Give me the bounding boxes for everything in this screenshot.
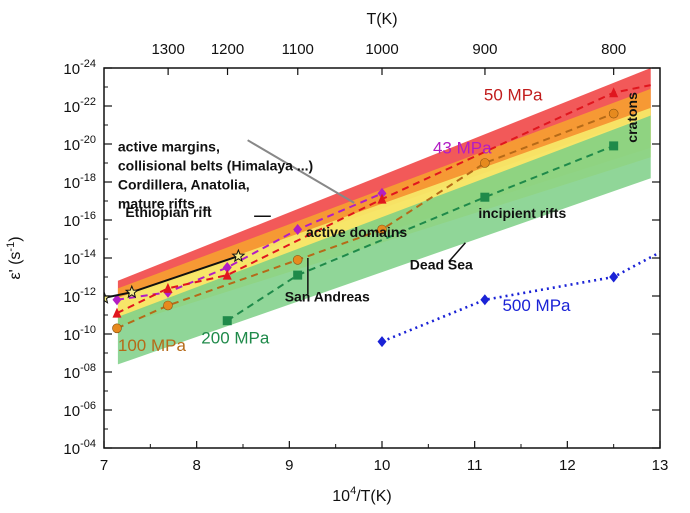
series-point-50-mpa (163, 282, 173, 293)
series-point-43-mpa (112, 294, 122, 306)
annotation-ethiopian-rift: Ethiopian rift (125, 204, 212, 220)
annotation-50-mpa: 50 MPa (484, 85, 543, 104)
note-line: active margins, (118, 139, 220, 155)
y-axis-title: ε' (s-1) (5, 236, 24, 279)
annotation-500-mpa: 500 MPa (502, 296, 571, 315)
annotation-dead-sea: Dead Sea (410, 256, 473, 272)
series-point-100-mpa (163, 300, 173, 311)
annotation-43-mpa: 43 MPa (433, 139, 492, 158)
x-tick-label: 8 (192, 457, 200, 474)
series-point-100-mpa (608, 108, 619, 119)
series-point-43-mpa (293, 224, 303, 235)
axes: 7 8 9 10 11 12 13 1300 1200 1100 1000 900 800 T(K) 10-… (5, 11, 668, 505)
series-point-43-mpa (222, 262, 232, 273)
annotation-incipient-rifts: incipient rifts (478, 205, 566, 221)
y-tick-label: 10-08 (63, 362, 96, 382)
y-tick-label: 10-16 (63, 210, 96, 230)
y-tick-label: 10-14 (63, 248, 96, 268)
series-point-50-mpa (112, 307, 122, 318)
y-tick-label: 10-20 (63, 134, 96, 154)
series-point-200-mpa (222, 316, 232, 326)
series-point-100-mpa (377, 224, 387, 235)
series-point-500-mpa (480, 294, 490, 306)
x-tick-label: 7 (100, 457, 108, 474)
y-tick-label: 10-12 (63, 286, 96, 306)
note-line: mature rifts ... (118, 196, 211, 212)
top-tick-label: 900 (472, 41, 497, 58)
x-axis-title: 104/T(K) (332, 485, 391, 505)
band-200-mpa (117, 115, 651, 365)
top-axis-title: T(K) (366, 11, 397, 28)
active-margins-leader (247, 139, 355, 204)
annotation-active-domains: active domains (306, 224, 407, 240)
series-point-50-mpa (222, 269, 232, 280)
series-point-500-mpa (377, 336, 387, 348)
series-point-200-mpa (480, 192, 490, 202)
series-point-50-mpa (377, 193, 387, 204)
y-tick-label: 10-18 (63, 172, 96, 192)
top-tick-label: 1000 (365, 41, 398, 58)
series-line-200-mpa (226, 144, 615, 322)
series-point-100-mpa (480, 158, 490, 168)
series-point-200-mpa (293, 270, 303, 280)
dead-sea-leader (448, 242, 466, 263)
series-point-100-mpa (292, 255, 303, 265)
annotation-cratons: cratons (624, 92, 640, 143)
series-point-ethiopian-rift (231, 248, 246, 263)
series-point-500-mpa (609, 271, 619, 283)
annotation-200-mpa: 200 MPa (201, 329, 270, 348)
series-point-43-mpa (377, 187, 387, 199)
top-tick-label: 1100 (282, 41, 314, 58)
y-tick-label: 10-24 (63, 58, 96, 78)
x-tick-label: 12 (559, 457, 576, 474)
y-tick-label: 10-10 (63, 324, 96, 344)
x-tick-label: 10 (374, 457, 391, 474)
y-tick-label: 10-06 (63, 400, 96, 420)
series-line-500-mpa (381, 251, 660, 343)
top-tick-label: 1300 (151, 41, 184, 58)
y-tick-label: 10-04 (63, 438, 96, 458)
y-tick-label: 10-22 (63, 96, 96, 116)
top-tick-label: 1200 (211, 41, 244, 58)
top-tick-label: 800 (601, 41, 626, 58)
annotations: 100 MPa 200 MPa 500 MPa 43 MPa 50 MPa San And… (118, 85, 640, 355)
x-tick-label: 13 (652, 457, 669, 474)
annotation-san-andreas: San Andreas (285, 289, 370, 305)
series-point-50-mpa (609, 87, 619, 98)
x-tick-label: 9 (285, 457, 293, 474)
data-series (104, 84, 660, 348)
note-line: Cordillera, Anatolia, (118, 177, 250, 193)
series-point-ethiopian-rift (124, 284, 139, 299)
locality-boxes (247, 139, 466, 295)
series-point-200-mpa (609, 141, 619, 151)
annotation-100-mpa: 100 MPa (118, 336, 187, 355)
note-line: collisional belts (Himalaya ...) (118, 158, 313, 174)
series-point-100-mpa (112, 323, 122, 334)
x-tick-label: 11 (467, 457, 483, 474)
